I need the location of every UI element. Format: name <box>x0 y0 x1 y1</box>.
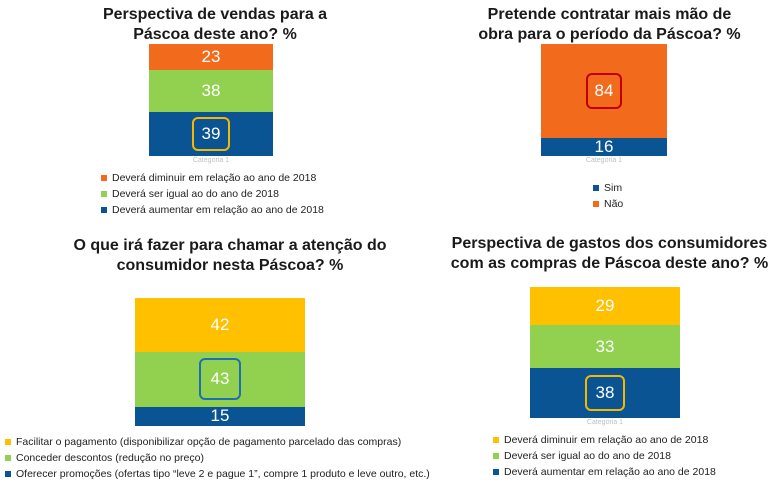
bar-segment <box>135 406 305 426</box>
bar-segment <box>149 44 273 70</box>
chart-title: Perspectiva de vendas para a Páscoa deste… <box>0 5 430 45</box>
chart-title-line: Pretende contratar mais mão de <box>487 6 732 23</box>
legend-label: Facilitar o pagamento (disponibilizar op… <box>16 436 402 448</box>
legend: Sim Não <box>593 180 623 212</box>
legend-label: Deverá aumentar em relação ao ano de 201… <box>112 204 324 216</box>
legend-swatch <box>5 471 11 477</box>
chart-title-line: com as compras de Páscoa deste ano? % <box>450 255 769 272</box>
data-label: 33 <box>595 336 615 356</box>
bar-segment <box>135 351 305 407</box>
legend-item: Deverá ser igual ao do ano de 2018 <box>101 186 324 202</box>
legend-label: Deverá ser igual ao do ano de 2018 <box>504 450 671 462</box>
legend-item: Deverá diminuir em relação ao ano de 201… <box>493 432 716 448</box>
data-label: 29 <box>595 295 615 315</box>
chart-title-line: O que irá fazer para chamar a atenção do <box>73 237 387 254</box>
legend: Facilitar o pagamento (disponibilizar op… <box>5 434 430 482</box>
legend-item: Deverá aumentar em relação ao ano de 201… <box>101 202 324 218</box>
bar-segment <box>541 44 667 139</box>
data-label: 42 <box>210 314 230 334</box>
legend-item: Facilitar o pagamento (disponibilizar op… <box>5 434 430 450</box>
chart-title-line: Páscoa deste ano? % <box>133 26 297 43</box>
highlight-box <box>199 358 241 401</box>
highlight-box <box>585 375 625 412</box>
data-label: 84 <box>594 81 614 101</box>
bar-segment <box>149 112 273 156</box>
highlight-box <box>586 73 622 110</box>
bar-segment <box>541 138 667 156</box>
legend-swatch <box>493 437 499 443</box>
chart-title-line: consumidor nesta Páscoa? % <box>116 257 344 274</box>
data-label: 15 <box>210 406 230 426</box>
legend-label: Não <box>604 198 624 210</box>
legend-swatch <box>101 207 107 213</box>
chart-title-line: Perspectiva de vendas para a <box>102 6 328 23</box>
legend-label: Conceder descontos (redução no preço) <box>16 452 204 464</box>
legend-label: Oferecer promoções (ofertas tipo “leve 2… <box>16 468 430 480</box>
legend-swatch <box>101 175 107 181</box>
legend-item: Deverá ser igual ao do ano de 2018 <box>493 448 716 464</box>
category-label: Categoria 1 <box>192 157 230 164</box>
legend-label: Deverá aumentar em relação ao ano de 201… <box>504 466 716 478</box>
data-label: 39 <box>201 124 221 144</box>
legend-label: Deverá ser igual ao do ano de 2018 <box>112 188 279 200</box>
legend-swatch <box>5 439 11 445</box>
chart-title: Pretende contratar mais mão de obra para … <box>440 5 779 45</box>
category-label: Categoria 1 <box>586 419 624 426</box>
chart-title-line: Perspectiva de gastos dos consumidores <box>451 235 768 252</box>
legend-item: Conceder descontos (redução no preço) <box>5 450 430 466</box>
legend-item: Deverá diminuir em relação ao ano de 201… <box>101 170 324 186</box>
legend-item: Não <box>593 196 623 212</box>
legend: Deverá diminuir em relação ao ano de 201… <box>493 432 716 480</box>
legend-item: Sim <box>593 180 623 196</box>
legend-label: Deverá diminuir em relação ao ano de 201… <box>504 434 709 446</box>
data-label: 23 <box>201 46 221 66</box>
bar-segment <box>149 69 273 113</box>
bar-segment <box>530 324 680 369</box>
data-label: 16 <box>594 137 614 157</box>
legend-item: Deverá aumentar em relação ao ano de 201… <box>493 464 716 480</box>
data-label: 43 <box>210 369 230 389</box>
data-label: 38 <box>595 383 615 403</box>
bar-segment <box>530 287 680 325</box>
category-label: Categoria 1 <box>585 157 623 164</box>
legend-label: Sim <box>604 182 623 194</box>
data-label: 38 <box>201 81 221 101</box>
legend-swatch <box>101 191 107 197</box>
chart-title-line: obra para o período da Páscoa? % <box>478 26 741 43</box>
chart-title: O que irá fazer para chamar a atenção do… <box>0 236 460 276</box>
legend-swatch <box>493 469 499 475</box>
highlight-box <box>192 117 230 152</box>
legend: Deverá diminuir em relação ao ano de 201… <box>101 170 324 218</box>
legend-item: Oferecer promoções (ofertas tipo “leve 2… <box>5 466 430 482</box>
chart-title: Perspectiva de gastos dos consumidores co… <box>440 234 779 274</box>
legend-swatch <box>493 453 499 459</box>
legend-swatch <box>593 185 599 191</box>
legend-swatch <box>5 455 11 461</box>
bar-segment <box>135 298 305 352</box>
legend-swatch <box>593 201 599 207</box>
legend-label: Deverá diminuir em relação ao ano de 201… <box>112 172 317 184</box>
